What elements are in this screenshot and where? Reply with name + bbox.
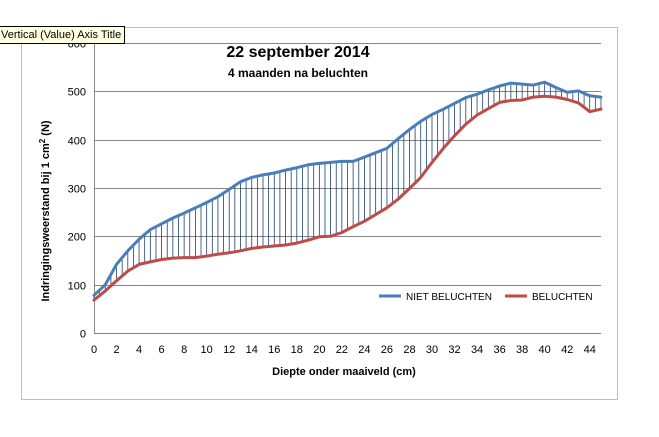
legend-label: NIET BELUCHTEN [406, 292, 492, 303]
y-axis-title-unit: (N) [40, 120, 52, 139]
x-tick-label: 32 [448, 344, 460, 356]
x-tick-label: 8 [181, 344, 187, 356]
y-tick-label: 500 [68, 87, 86, 99]
y-tick-label: 300 [68, 184, 86, 196]
y-tick-label: 400 [68, 136, 86, 148]
x-tick-label: 14 [246, 344, 258, 356]
legend-label: BELUCHTEN [532, 292, 593, 303]
x-tick-label: 30 [426, 344, 438, 356]
x-tick-label: 6 [159, 344, 165, 356]
legend[interactable]: NIET BELUCHTEN BELUCHTEN [379, 292, 593, 303]
x-tick-label: 24 [358, 344, 370, 356]
y-axis-title[interactable]: Indringingsweerstand bij 1 cm2 (N) [38, 120, 52, 301]
x-tick-label: 12 [223, 344, 235, 356]
x-tick-label: 2 [113, 344, 119, 356]
x-tick-label: 22 [336, 344, 348, 356]
legend-item-beluchten[interactable]: BELUCHTEN [505, 292, 593, 303]
x-tick-label: 4 [136, 344, 142, 356]
x-tick-label: 26 [381, 344, 393, 356]
x-tick-label: 40 [539, 344, 551, 356]
y-axis-title-main: Indringingsweerstand bij 1 cm [40, 143, 52, 302]
series-lines [92, 80, 603, 302]
y-axis-title-sup: 2 [38, 138, 47, 143]
series-line-beluchten[interactable] [92, 94, 603, 302]
x-tick-label: 10 [201, 344, 213, 356]
x-axis-title[interactable]: Diepte onder maaiveld (cm) [272, 366, 416, 378]
y-tick-label: 100 [68, 281, 86, 293]
x-tick-label: 0 [91, 344, 97, 356]
chart-title[interactable]: 22 september 2014 [226, 44, 369, 61]
axis-title-tooltip: Vertical (Value) Axis Title [0, 26, 126, 44]
x-tick-label: 38 [516, 344, 528, 356]
x-tick-label: 20 [313, 344, 325, 356]
x-tick-label: 34 [471, 344, 483, 356]
x-tick-label: 18 [291, 344, 303, 356]
x-tick-label: 28 [403, 344, 415, 356]
series-line-niet-beluchten[interactable] [92, 80, 603, 297]
x-tick-label: 44 [584, 344, 596, 356]
drop-lines [93, 82, 602, 301]
x-axis-ticks: 0 2 4 6 8 10 12 14 16 18 20 22 24 26 28 30 32 34 36 38 40 42 4… [91, 344, 596, 356]
y-tick-label: 200 [68, 232, 86, 244]
y-tick-label: 0 [80, 329, 86, 341]
chart-area[interactable]: 0 100 200 300 400 500 600 0 2 4 6 8 10 12 14 16 18 20 22 2… [21, 27, 618, 400]
x-tick-label: 36 [493, 344, 505, 356]
x-tick-label: 16 [268, 344, 280, 356]
legend-item-niet-beluchten[interactable]: NIET BELUCHTEN [379, 292, 492, 303]
chart-subtitle: 4 maanden na beluchten [228, 66, 368, 80]
x-tick-label: 42 [561, 344, 573, 356]
